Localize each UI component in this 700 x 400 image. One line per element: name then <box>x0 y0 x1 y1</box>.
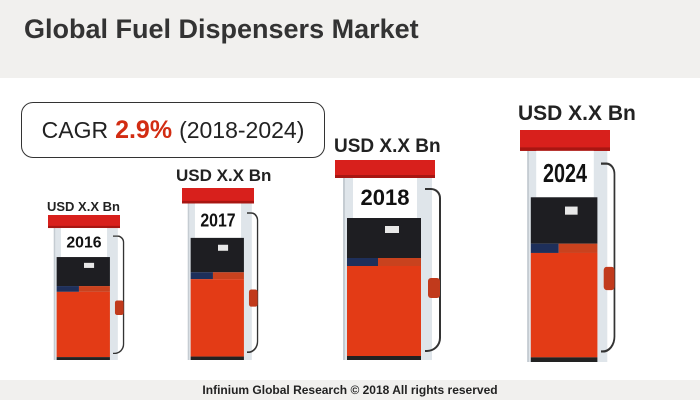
pump-year: 2018 <box>353 178 417 218</box>
header-bar: Global Fuel Dispensers Market <box>0 0 700 78</box>
value-label-2017: USD X.X Bn <box>176 166 272 185</box>
fuel-pump-2024: 2024 <box>520 130 637 362</box>
cagr-box: CAGR 2.9% (2018-2024) <box>21 102 325 158</box>
pump-year: 2024 <box>536 150 594 198</box>
nozzle-icon <box>114 300 124 316</box>
nozzle-icon <box>603 266 615 291</box>
cagr-value: 2.9% <box>115 115 173 144</box>
nozzle-icon <box>428 278 440 298</box>
pump-year: 2016 <box>60 228 108 258</box>
nozzle-icon <box>248 289 258 307</box>
cagr-period: (2018-2024) <box>179 116 305 143</box>
value-label-2016: USD X.X Bn <box>47 199 120 214</box>
fuel-pump-2018: 2018 <box>335 160 465 360</box>
cagr-label: CAGR <box>41 116 109 143</box>
footer-copyright: Infinium Global Research © 2018 All righ… <box>0 380 700 400</box>
pump-year: 2017 <box>194 203 242 238</box>
value-label-2024: USD X.X Bn <box>518 102 636 125</box>
fuel-pump-2017: 2017 <box>182 188 276 360</box>
fuel-pump-2016: 2016 <box>48 215 142 360</box>
page-title: Global Fuel Dispensers Market <box>24 14 419 44</box>
value-label-2018: USD X.X Bn <box>334 136 441 157</box>
